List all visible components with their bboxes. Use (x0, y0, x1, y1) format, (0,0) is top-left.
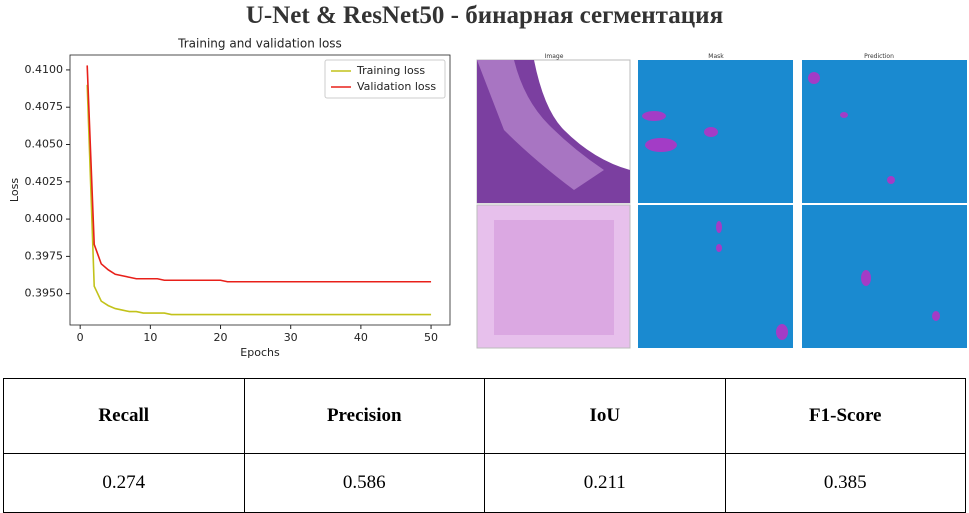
tissue (477, 60, 604, 190)
blob (645, 138, 677, 152)
blob (642, 111, 666, 121)
y-tick-label: 0.3975 (25, 249, 64, 262)
x-tick-label: 20 (214, 331, 228, 344)
metrics-table: Recall Precision IoU F1-Score 0.274 0.58… (3, 378, 966, 513)
blob (716, 244, 722, 252)
x-tick-label: 0 (77, 331, 84, 344)
x-tick-label: 40 (354, 331, 368, 344)
tissue (494, 220, 614, 335)
image-grid: Image Mask Prediction (474, 50, 969, 352)
blob (716, 221, 722, 233)
mask (638, 205, 793, 348)
x-axis-label: Epochs (240, 346, 280, 359)
header-cell: Precision (243, 378, 485, 454)
cell: 0.586 (243, 453, 485, 513)
legend-box (324, 59, 446, 99)
column-title: Image (545, 53, 564, 60)
prediction (802, 205, 967, 348)
header-row: Recall Precision IoU F1-Score (3, 378, 966, 454)
data-row: 0.274 0.586 0.211 0.385 (3, 453, 966, 513)
cell: 0.385 (724, 453, 966, 513)
x-tick-label: 30 (284, 331, 298, 344)
y-tick-label: 0.4025 (25, 175, 64, 188)
blob (840, 112, 848, 118)
blob (887, 176, 895, 184)
y-axis-label: Loss (8, 178, 21, 202)
legend-label: Training loss (356, 64, 425, 77)
blob (932, 311, 940, 321)
chart: Training and validation loss 0 10 20 30 40 50 0… (8, 37, 451, 359)
header-cell: Recall (3, 378, 245, 454)
cell: 0.211 (484, 453, 726, 513)
column-title: Prediction (864, 53, 894, 60)
page-title: U-Net & ResNet50 - бинарная сегментация (245, 2, 724, 29)
legend-label: Validation loss (357, 80, 436, 93)
header-cell: IoU (484, 378, 726, 454)
y-tick-label: 0.4075 (25, 100, 64, 113)
y-tick-label: 0.3950 (25, 287, 64, 300)
blob (776, 324, 788, 340)
blob (808, 72, 820, 84)
line (86, 84, 432, 316)
header-cell: F1-Score (724, 378, 966, 454)
column-title: Mask (708, 53, 724, 60)
cell: 0.274 (3, 453, 245, 513)
y-tick-label: 0.4000 (25, 212, 64, 225)
x-tick-label: 10 (143, 331, 157, 344)
blob (704, 127, 718, 137)
chart-title: Training and validation loss (177, 37, 342, 51)
x-tick-label: 50 (424, 331, 438, 344)
y-tick-label: 0.4100 (25, 63, 64, 76)
prediction (802, 60, 967, 203)
plot-frame (69, 54, 451, 326)
blob (861, 270, 871, 286)
y-tick-label: 0.4050 (25, 138, 64, 151)
line (86, 65, 432, 283)
